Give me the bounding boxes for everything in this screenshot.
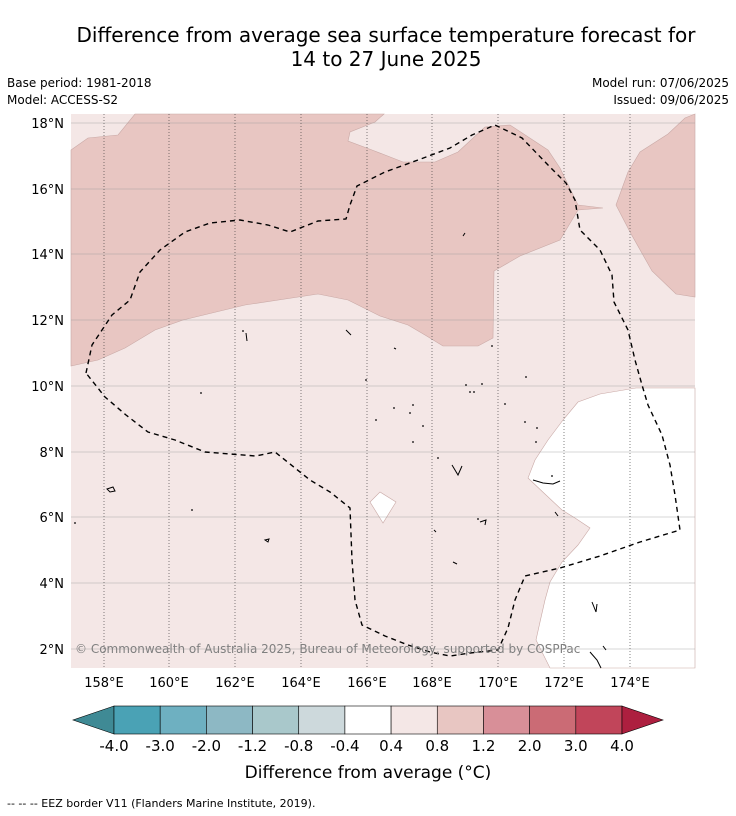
lon-label: 172°E	[544, 676, 584, 691]
lon-label: 166°E	[347, 676, 387, 691]
lat-label: 8°N	[40, 446, 65, 461]
issued-date: Issued: 09/06/2025	[613, 93, 729, 107]
colorbar-segment	[390, 705, 438, 735]
anomaly-region-neutral-east	[527, 387, 696, 669]
colorbar-tick-label: 0.8	[425, 737, 449, 755]
colorbar-segment	[252, 705, 300, 735]
colorbar-segment	[529, 705, 577, 735]
eez-legend-note: -- -- -- EEZ border V11 (Flanders Marine…	[7, 797, 316, 810]
model-run: Model run: 07/06/2025	[591, 76, 729, 90]
lat-label: 18°N	[31, 117, 64, 132]
colorbar-tick-label: -4.0	[99, 737, 128, 755]
title-line-1: Difference from average sea surface temp…	[76, 23, 696, 47]
colorbar-segment	[298, 705, 346, 735]
colorbar-segment	[113, 705, 161, 735]
colorbar-tick-label: 4.0	[610, 737, 634, 755]
lon-label: 158°E	[84, 676, 124, 691]
colorbar-arrow-high	[621, 705, 664, 735]
title-line-2: 14 to 27 June 2025	[290, 47, 482, 71]
colorbar-segment	[575, 705, 623, 735]
island-outlines	[106, 232, 607, 669]
longitude-tick-labels: 158°E 160°E 162°E 164°E 166°E 168°E 170°…	[84, 676, 650, 691]
colorbar-tick-label: -0.8	[284, 737, 313, 755]
lat-label: 12°N	[31, 314, 64, 329]
colorbar-segment	[344, 705, 392, 735]
colorbar-arrow-low	[72, 705, 115, 735]
colorbar-segment	[436, 705, 484, 735]
colorbar-tick-label: 0.4	[379, 737, 403, 755]
anomaly-region-0.8-1.2-west	[70, 113, 604, 367]
lon-label: 168°E	[412, 676, 452, 691]
colorbar-segment	[483, 705, 530, 735]
colorbar-tick-label: -3.0	[146, 737, 175, 755]
colorbar	[72, 705, 664, 735]
lat-label: 6°N	[40, 511, 65, 526]
latitude-tick-labels: 18°N 16°N 14°N 12°N 10°N 8°N 6°N 4°N 2°N	[31, 117, 64, 658]
model-name: Model: ACCESS-S2	[7, 93, 119, 107]
lon-label: 162°E	[215, 676, 255, 691]
colorbar-title: Difference from average (°C)	[244, 763, 492, 783]
lat-label: 14°N	[31, 248, 64, 263]
colorbar-tick-labels: -4.0 -3.0 -2.0 -1.2 -0.8 -0.4 0.4 0.8 1.2 2.0 3.0 4…	[99, 737, 634, 755]
anomaly-region-neutral-patch	[369, 491, 397, 524]
colorbar-segment	[206, 705, 253, 735]
colorbar-tick-label: 3.0	[564, 737, 588, 755]
colorbar-tick-label: 1.2	[472, 737, 496, 755]
lon-label: 170°E	[478, 676, 518, 691]
lat-label: 4°N	[40, 577, 65, 592]
colorbar-tick-label: -1.2	[238, 737, 267, 755]
longitude-gridlines	[103, 114, 631, 668]
colorbar-tick-label: -2.0	[192, 737, 221, 755]
lon-label: 174°E	[610, 676, 650, 691]
lat-label: 2°N	[40, 643, 65, 658]
latitude-gridlines	[71, 122, 695, 650]
lon-label: 164°E	[281, 676, 321, 691]
colorbar-tick-label: -0.4	[330, 737, 359, 755]
anomaly-region-0.8-1.2-east	[615, 113, 696, 298]
lat-label: 10°N	[31, 380, 64, 395]
lon-label: 160°E	[149, 676, 189, 691]
lat-label: 16°N	[31, 183, 64, 198]
base-period: Base period: 1981-2018	[7, 76, 152, 90]
map-copyright: © Commonwealth of Australia 2025, Bureau…	[75, 642, 580, 656]
atoll-dots	[74, 330, 553, 524]
colorbar-segment	[159, 705, 207, 735]
eez-border	[85, 124, 681, 657]
colorbar-tick-label: 2.0	[518, 737, 542, 755]
